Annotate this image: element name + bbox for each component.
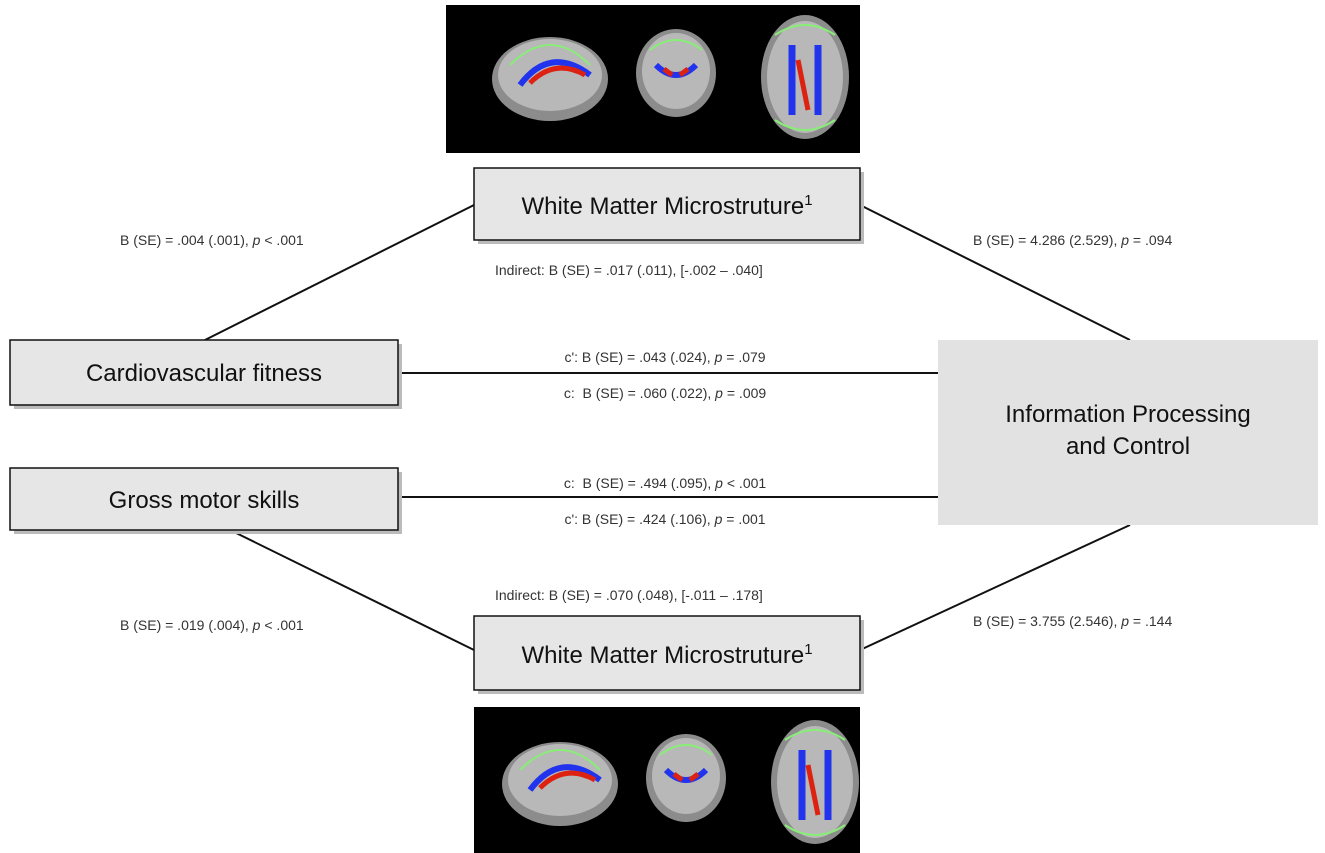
node-label: and Control [1066,433,1190,460]
edge-label-part: B (SE) = 3.755 (2.546), [973,613,1121,629]
edge-label-part: p [714,475,723,491]
edge-label-part: p [714,385,723,401]
diagram: White Matter Microstruture1 Cardiovascul… [0,0,1325,853]
edge-label-part: c: B (SE) = .060 (.022), [564,385,715,401]
edge-label: B (SE) = .019 (.004), p < .001 [120,617,304,633]
edge-label: B (SE) = 3.755 (2.546), p = .144 [973,613,1172,629]
edge-label-part: = .094 [1129,232,1172,248]
edge-label-part: p [714,511,723,527]
edge-label: Indirect: B (SE) = .017 (.011), [-.002 –… [495,262,763,278]
edge-label-part: c': B (SE) = .424 (.106), [564,511,714,527]
edge-label-part: Indirect: B (SE) = .070 (.048), [-.011 –… [495,587,763,603]
edge-label-part: p [1120,613,1129,629]
edge-label: Indirect: B (SE) = .070 (.048), [-.011 –… [495,587,763,603]
node-label: Information Processing [1005,401,1250,428]
edge-label: c': B (SE) = .043 (.024), p = .079 [564,349,765,365]
edge-label-part: B (SE) = .019 (.004), [120,617,253,633]
edge-label-part: B (SE) = .004 (.001), [120,232,253,248]
edge-label: c': B (SE) = .424 (.106), p = .001 [564,511,765,527]
edge-label-part: Indirect: B (SE) = .017 (.011), [-.002 –… [495,262,763,278]
node-label: Gross motor skills [109,487,300,514]
edge-label-part: = .001 [722,511,765,527]
edge-label: c: B (SE) = .494 (.095), p < .001 [564,475,767,491]
edge-label-part: < .001 [723,475,766,491]
edge-label-part: c': B (SE) = .043 (.024), [564,349,714,365]
node-label: White Matter Microstruture1 [521,192,812,220]
edge-label-part: p [714,349,723,365]
edge-label-part: p [1120,232,1129,248]
edge-label-part: p [252,232,261,248]
node-label: Cardiovascular fitness [86,360,322,387]
edge-label-part: c: B (SE) = .494 (.095), [564,475,715,491]
edge-label-part: = .009 [723,385,766,401]
edge-label-part: < .001 [260,617,303,633]
node-label: White Matter Microstruture1 [521,641,812,669]
edge-label-part: < .001 [260,232,303,248]
edge-label-part: B (SE) = 4.286 (2.529), [973,232,1121,248]
edge-label-part: = .144 [1129,613,1172,629]
edge-label: B (SE) = .004 (.001), p < .001 [120,232,304,248]
edge-label-part: p [252,617,261,633]
edge-label-part: = .079 [722,349,765,365]
edge-label: B (SE) = 4.286 (2.529), p = .094 [973,232,1172,248]
edge-label: c: B (SE) = .060 (.022), p = .009 [564,385,767,401]
